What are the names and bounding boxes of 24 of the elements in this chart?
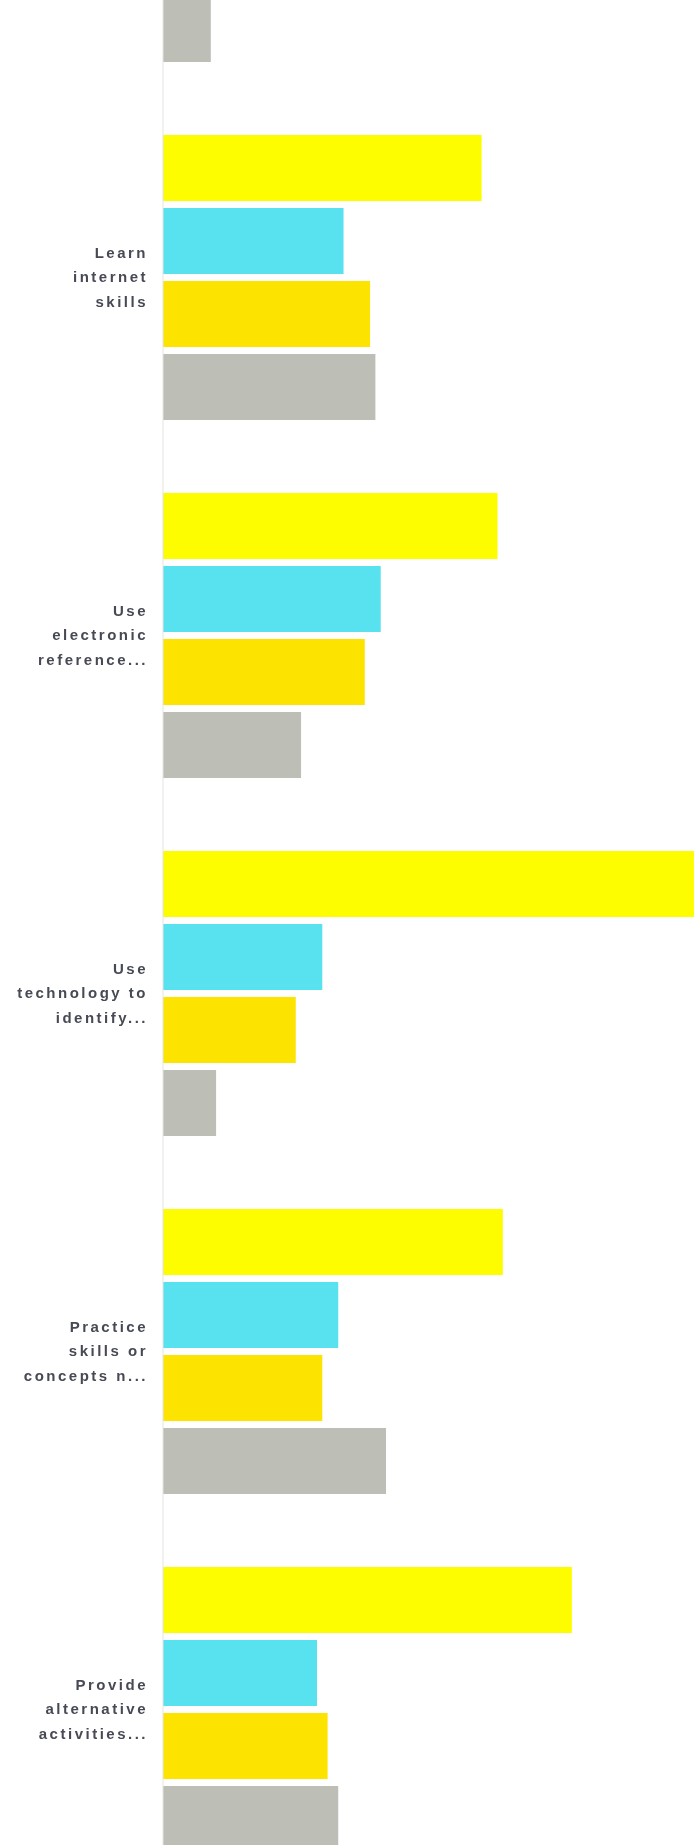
bar <box>163 1713 328 1779</box>
y-tick-label: Use electronic reference... <box>37 601 148 668</box>
bar <box>163 997 296 1063</box>
bar <box>163 1070 217 1136</box>
bar <box>163 1428 387 1494</box>
y-tick-label: Practice skills or concepts n... <box>23 1317 148 1384</box>
bar <box>163 1640 317 1706</box>
y-tick-label: Use technology to identify... <box>17 959 148 1026</box>
bar <box>163 566 381 632</box>
bar <box>163 135 482 201</box>
y-tick-label: Provide alternative activities... <box>38 1675 148 1742</box>
bar <box>163 493 498 559</box>
bar <box>163 712 302 778</box>
bar <box>163 1567 572 1633</box>
bar <box>163 1355 323 1421</box>
bar <box>163 1282 339 1348</box>
bar <box>163 354 376 420</box>
bar <box>163 208 344 274</box>
y-tick-label: Learn internet skills <box>72 243 148 310</box>
bar <box>163 924 323 990</box>
bar <box>163 281 371 347</box>
bar <box>163 1209 503 1275</box>
bar <box>163 639 365 705</box>
bar <box>163 851 694 917</box>
